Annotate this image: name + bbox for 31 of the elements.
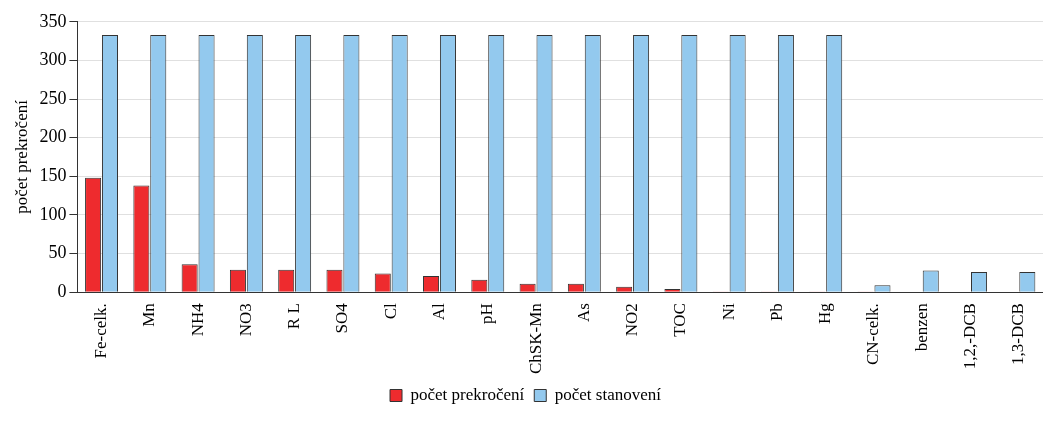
x-tick-label: TOC [670,303,690,337]
y-tick-label: 300 [39,49,67,70]
x-tick-label: Ni [718,302,738,321]
y-tick-label: 350 [39,10,67,31]
y-tick-label: 50 [48,242,67,263]
y-tick-label: 0 [57,280,67,301]
x-tick-label: Fe-celk. [91,303,111,359]
x-tick-label: CN-celk. [863,303,883,365]
x-tick-label: R L [284,303,304,330]
x-tick-label: Mn [139,302,159,327]
x-tick-label: Pb [766,303,786,322]
x-tick-label: Al [428,302,448,321]
x-tick-label: benzen [911,302,931,352]
y-tick-label: 200 [39,126,67,147]
x-tick-label: Cl [380,302,400,320]
legend-label: počet stanovení [554,384,662,404]
y-axis-title: počet prekročení [11,99,31,214]
x-tick-label: 1,3-DCB [1008,303,1028,366]
x-tick-label: NH4 [187,302,207,337]
y-tick-label: 100 [39,203,67,224]
x-tick-label: ChSK-Mn [525,302,545,375]
legend-label: počet prekročení [410,384,525,404]
y-tick-label: 150 [39,165,67,186]
x-tick-label: As [573,303,593,323]
x-tick-label: pH [477,303,497,324]
x-tick-label: Hg [815,302,835,324]
x-tick-label: SO4 [332,302,352,334]
x-tick-label: NO2 [622,303,642,337]
x-tick-label: NO3 [235,303,255,337]
x-tick-label: 1,2,-DCB [960,303,980,370]
y-tick-label: 250 [39,87,67,108]
